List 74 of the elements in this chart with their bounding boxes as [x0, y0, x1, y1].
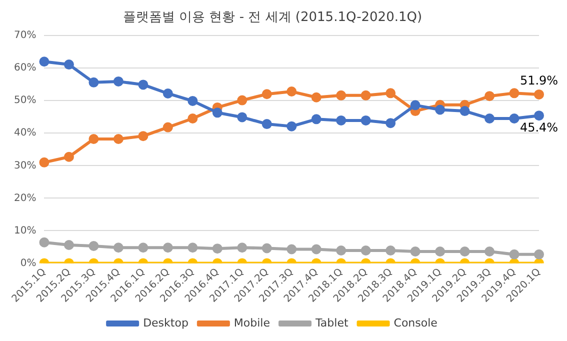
point [188, 114, 198, 124]
point [534, 89, 544, 100]
point [138, 131, 148, 142]
point [484, 114, 495, 124]
point [212, 108, 222, 118]
point [410, 100, 420, 110]
point [262, 119, 272, 130]
point [360, 90, 371, 100]
point [484, 246, 495, 256]
point [138, 242, 148, 253]
point [39, 157, 50, 168]
point [435, 246, 446, 256]
legend-label: Mobile [234, 316, 270, 330]
point [64, 152, 74, 162]
point [509, 88, 520, 98]
y-tick-label: 40% [14, 128, 36, 139]
point [162, 88, 173, 98]
point [212, 244, 222, 254]
point [336, 115, 346, 126]
point [88, 240, 99, 251]
point [336, 246, 346, 256]
y-tick-label: 10% [14, 225, 36, 236]
point [237, 242, 248, 253]
point [39, 56, 50, 67]
point [460, 106, 470, 116]
point [113, 242, 124, 253]
y-tick-label: 70% [14, 30, 36, 42]
point [286, 121, 297, 132]
point [64, 240, 74, 250]
point [509, 114, 520, 124]
point [460, 246, 470, 256]
point [138, 80, 148, 90]
point [534, 110, 544, 121]
point [162, 242, 173, 253]
point [88, 77, 99, 88]
y-tick-label: 0% [20, 258, 36, 269]
point [360, 115, 371, 126]
point [188, 242, 198, 253]
legend-label: Console [394, 316, 438, 330]
point [386, 88, 396, 98]
point [311, 244, 322, 254]
point [39, 237, 50, 248]
point [286, 244, 297, 254]
point [188, 96, 198, 106]
legend-label: Tablet [314, 316, 349, 330]
chart-title: 플랫폼별 이용 현황 - 전 세계 (2015.1Q-2020.1Q) [122, 10, 422, 26]
point [237, 112, 248, 122]
point [534, 249, 544, 260]
point [113, 134, 124, 144]
point [484, 91, 495, 102]
point [262, 243, 272, 254]
legend-label: Desktop [143, 316, 188, 330]
point [360, 246, 371, 256]
point [509, 249, 520, 260]
point [113, 76, 124, 86]
point [311, 114, 322, 124]
y-tick-label: 50% [14, 95, 36, 106]
point [386, 246, 396, 256]
point [410, 246, 420, 256]
point [237, 95, 248, 106]
annotation: 45.4% [520, 120, 558, 135]
point [262, 89, 272, 100]
annotation: 51.9% [520, 74, 558, 88]
point [435, 104, 446, 115]
y-tick-label: 60% [14, 62, 36, 74]
y-tick-label: 30% [14, 160, 36, 172]
point [162, 122, 173, 132]
y-tick-label: 20% [14, 192, 36, 204]
point [286, 86, 297, 97]
point [88, 134, 99, 144]
point [386, 118, 396, 128]
point [311, 92, 322, 102]
point [64, 60, 74, 70]
point [336, 90, 346, 100]
